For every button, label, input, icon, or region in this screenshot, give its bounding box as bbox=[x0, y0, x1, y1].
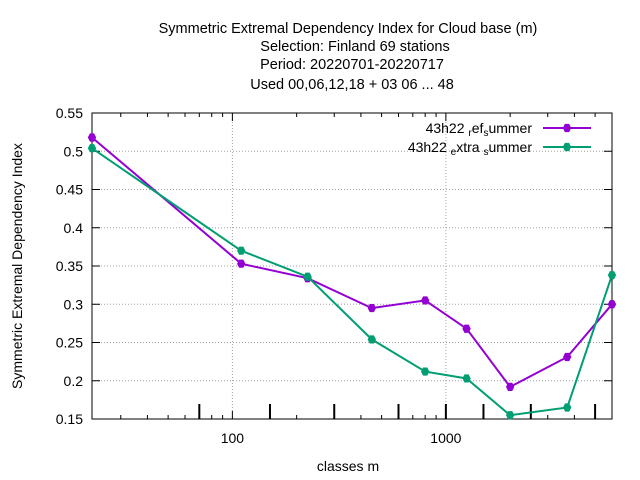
title-line-1: Symmetric Extremal Dependency Index for … bbox=[159, 21, 538, 37]
data-point bbox=[562, 123, 572, 133]
legend-text-part: ummer bbox=[488, 120, 532, 136]
data-point bbox=[421, 367, 430, 376]
y-tick-label: 0.45 bbox=[56, 182, 83, 198]
data-point bbox=[237, 246, 246, 255]
legend-subscript: s bbox=[483, 147, 488, 158]
series-layer bbox=[87, 133, 617, 420]
chart-title: Symmetric Extremal Dependency Index for … bbox=[159, 21, 538, 93]
data-point bbox=[505, 382, 515, 391]
data-point bbox=[607, 271, 617, 280]
legend-subscript: r bbox=[468, 128, 472, 139]
data-point bbox=[462, 324, 471, 333]
data-point bbox=[421, 296, 430, 305]
legend-entry-2: 43h22 extra summer bbox=[408, 139, 591, 158]
data-point bbox=[367, 303, 376, 313]
legend-label: 43h22 extra summer bbox=[408, 139, 533, 158]
x-axis-label: classes m bbox=[317, 458, 379, 474]
legend-text-part: xtra bbox=[456, 139, 483, 155]
series-line bbox=[91, 136, 613, 389]
legend-text-part: 43h22 bbox=[426, 120, 469, 136]
legend-text-part: 43h22 bbox=[408, 139, 451, 155]
plot-frame bbox=[91, 112, 613, 420]
y-tick-label: 0.4 bbox=[64, 220, 84, 236]
y-axis-label: Symmetric Extremal Dependency Index bbox=[9, 143, 25, 389]
data-point bbox=[303, 272, 312, 281]
axes: 0.15 0.2 0.25 0.3 0.35 0.4 0.45 0.5 0.55 100 1000 bbox=[56, 105, 613, 446]
series-2 bbox=[87, 144, 617, 420]
data-point bbox=[462, 374, 471, 383]
y-tick-label: 0.5 bbox=[64, 143, 84, 159]
legend-subscript: s bbox=[483, 128, 488, 139]
x-tick-label: 100 bbox=[221, 430, 245, 446]
data-point bbox=[562, 142, 572, 152]
title-line-2: Selection: Finland 69 stations bbox=[260, 39, 449, 55]
legend-text-part: ef bbox=[472, 120, 484, 136]
y-tick-label: 0.35 bbox=[56, 258, 83, 274]
y-tick-label: 0.55 bbox=[56, 105, 83, 121]
data-point bbox=[563, 403, 572, 412]
title-line-4: Used 00,06,12,18 + 03 06 ... 48 bbox=[250, 77, 454, 93]
data-point bbox=[87, 144, 97, 153]
legend-label: 43h22 refsummer bbox=[426, 120, 533, 139]
data-point bbox=[607, 300, 617, 309]
data-point bbox=[505, 411, 515, 420]
grid bbox=[92, 113, 612, 419]
y-tick-label: 0.25 bbox=[56, 335, 83, 351]
data-point bbox=[87, 133, 97, 142]
legend-entry-1: 43h22 refsummer bbox=[426, 120, 591, 139]
data-point bbox=[563, 352, 572, 362]
y-tick-label: 0.3 bbox=[64, 296, 84, 312]
data-point bbox=[237, 259, 246, 268]
legend-text-part: ummer bbox=[488, 139, 532, 155]
data-point bbox=[367, 335, 376, 344]
legend-subscript: e bbox=[451, 147, 457, 158]
title-line-3: Period: 20220701-20220717 bbox=[260, 57, 444, 73]
y-tick-label: 0.2 bbox=[64, 373, 84, 389]
y-tick-label: 0.15 bbox=[56, 411, 83, 427]
series-1 bbox=[87, 133, 617, 391]
x-tick-label: 1000 bbox=[430, 430, 461, 446]
